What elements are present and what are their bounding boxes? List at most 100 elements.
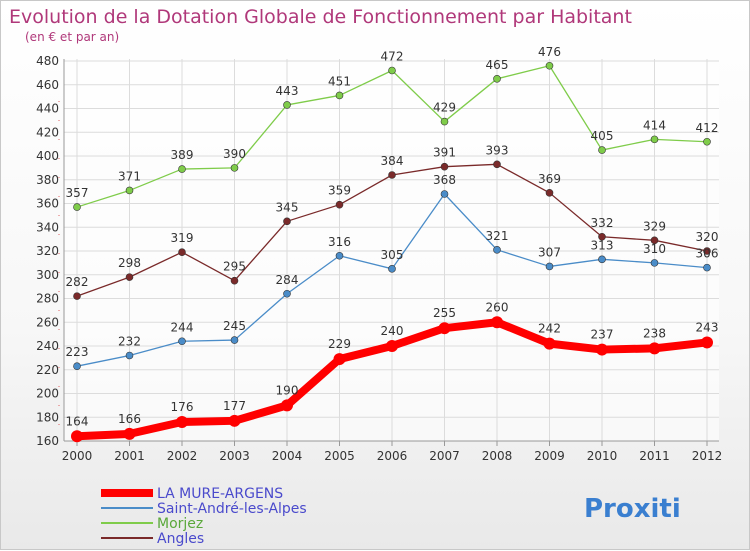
chart-title: Evolution de la Dotation Globale de Fonc… bbox=[9, 6, 632, 28]
data-point bbox=[125, 273, 134, 281]
data-point bbox=[650, 259, 659, 267]
data-point bbox=[493, 246, 501, 254]
data-point bbox=[650, 236, 659, 245]
data-label: 414 bbox=[643, 118, 666, 132]
data-label: 223 bbox=[66, 345, 89, 359]
data-point bbox=[438, 322, 451, 335]
data-point bbox=[283, 289, 291, 298]
data-point bbox=[386, 340, 398, 352]
data-point bbox=[388, 171, 396, 179]
data-label: 243 bbox=[696, 320, 719, 334]
data-point bbox=[440, 162, 449, 171]
data-point bbox=[335, 251, 344, 260]
data-label: 255 bbox=[433, 306, 456, 320]
y-tick-label: 240 bbox=[36, 339, 59, 353]
data-label: 393 bbox=[486, 143, 509, 157]
y-tick-label: 340 bbox=[36, 220, 59, 234]
y-tick-label: 220 bbox=[36, 363, 59, 377]
y-tick-label: 400 bbox=[36, 149, 59, 163]
data-point bbox=[648, 342, 661, 355]
data-point bbox=[493, 160, 501, 169]
data-point bbox=[230, 164, 239, 172]
data-label: 443 bbox=[276, 84, 299, 98]
data-label: 465 bbox=[486, 58, 509, 72]
proxiti-logo: Proxiti bbox=[584, 494, 681, 524]
data-label: 451 bbox=[328, 74, 351, 88]
data-point bbox=[388, 66, 396, 75]
data-point bbox=[650, 135, 659, 144]
data-label: 310 bbox=[643, 242, 666, 256]
series-angles: 282 298 319 295 345 359 384 391 393 369 332 329 320 bbox=[66, 143, 719, 300]
data-label: 321 bbox=[486, 229, 509, 243]
data-label: 282 bbox=[66, 275, 89, 289]
data-point bbox=[701, 336, 713, 349]
data-label: 476 bbox=[538, 45, 561, 59]
y-tick-label: 480 bbox=[36, 54, 59, 68]
data-point bbox=[178, 165, 186, 173]
data-label: 242 bbox=[538, 322, 561, 336]
data-label: 472 bbox=[381, 50, 404, 64]
data-point bbox=[545, 189, 554, 197]
y-tick-label: 280 bbox=[36, 292, 59, 306]
data-point bbox=[73, 362, 81, 370]
data-point bbox=[598, 232, 606, 241]
data-label: 391 bbox=[433, 146, 456, 160]
data-point bbox=[598, 146, 606, 154]
data-point bbox=[545, 61, 554, 70]
data-label: 298 bbox=[118, 256, 141, 270]
data-point bbox=[596, 343, 608, 356]
data-label: 319 bbox=[171, 231, 194, 245]
data-point bbox=[335, 91, 344, 100]
y-tick-label: 300 bbox=[36, 268, 59, 282]
x-tick-label: 2012 bbox=[692, 449, 723, 463]
data-label: 229 bbox=[328, 337, 351, 351]
y-tick-label: 320 bbox=[36, 244, 59, 258]
y-tick-label: 460 bbox=[36, 78, 59, 92]
data-label: 368 bbox=[433, 173, 456, 187]
data-label: 384 bbox=[381, 154, 404, 168]
x-tick-label: 2009 bbox=[534, 449, 565, 463]
data-point bbox=[493, 75, 501, 83]
data-point bbox=[283, 101, 291, 109]
data-point bbox=[178, 337, 186, 346]
data-label: 369 bbox=[538, 172, 561, 186]
data-point bbox=[125, 186, 134, 195]
data-point bbox=[440, 117, 449, 126]
data-label: 305 bbox=[381, 248, 404, 262]
series-la-mure-argens: 164 166 176 177 190 229 240 255 260 242 237 238 243 bbox=[66, 300, 719, 443]
legend: LA MURE-ARGENSSaint-André-les-AlpesMorje… bbox=[101, 486, 307, 547]
data-point bbox=[73, 292, 81, 300]
data-label: 240 bbox=[381, 324, 404, 338]
data-label: 260 bbox=[486, 300, 509, 314]
data-label: 176 bbox=[171, 400, 194, 414]
data-label: 390 bbox=[223, 147, 246, 161]
data-point bbox=[703, 263, 711, 272]
chart-subtitle: (en € et par an) bbox=[25, 30, 119, 44]
data-point bbox=[598, 255, 606, 264]
data-label: 329 bbox=[643, 219, 666, 233]
legend-label: Saint-André-les-Alpes bbox=[157, 501, 307, 517]
x-tick-label: 2011 bbox=[639, 449, 670, 463]
data-point bbox=[703, 137, 711, 146]
data-label: 244 bbox=[171, 320, 194, 334]
data-label: 359 bbox=[328, 184, 351, 198]
data-label: 371 bbox=[118, 169, 141, 183]
x-tick-label: 2006 bbox=[377, 449, 408, 463]
data-point bbox=[543, 337, 556, 350]
data-label: 238 bbox=[643, 326, 666, 340]
data-point bbox=[178, 248, 186, 256]
y-tick-label: 360 bbox=[36, 197, 59, 211]
series-group: 357 371 389 390 443 451 472 429 465 476 405 414 412 2… bbox=[66, 45, 719, 443]
x-tick-label: 2003 bbox=[219, 449, 250, 463]
data-label: 320 bbox=[696, 230, 719, 244]
data-label: 245 bbox=[223, 319, 246, 333]
y-tick-label: 160 bbox=[36, 434, 59, 448]
y-tick-label: 440 bbox=[36, 102, 59, 116]
data-label: 316 bbox=[328, 235, 351, 249]
data-point bbox=[230, 336, 239, 344]
series-morjez: 357 371 389 390 443 451 472 429 465 476 405 414 412 bbox=[66, 45, 718, 211]
data-label: 307 bbox=[538, 245, 561, 259]
data-label: 345 bbox=[276, 200, 299, 214]
